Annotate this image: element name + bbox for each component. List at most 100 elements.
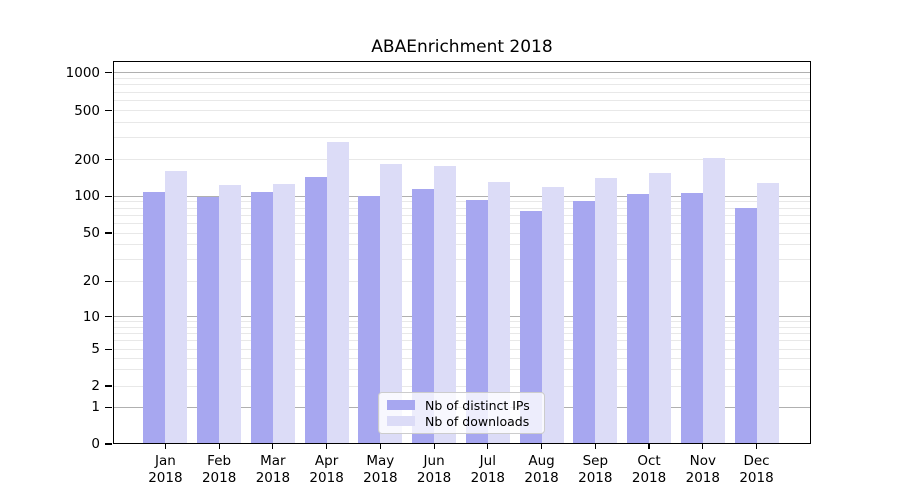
- x-tick-year: 2018: [255, 470, 291, 486]
- minor-gridline: [113, 201, 811, 203]
- x-tick-month: Jun: [423, 453, 445, 469]
- minor-gridline: [113, 385, 811, 387]
- bar-downloads: [165, 170, 188, 444]
- bar-distinct-ips: [412, 189, 435, 444]
- x-tick-month: Mar: [260, 453, 286, 469]
- minor-gridline: [113, 77, 811, 79]
- minor-gridline: [113, 84, 811, 86]
- y-tick-label: 20: [82, 273, 100, 290]
- y-tick-label: 200: [74, 151, 100, 168]
- minor-gridline: [113, 207, 811, 209]
- x-tick-mark: [594, 444, 596, 449]
- y-tick-label: 1: [91, 399, 100, 416]
- minor-gridline: [113, 159, 811, 160]
- y-tick-mark: [105, 195, 112, 197]
- legend-label: Nb of distinct IPs: [425, 397, 530, 413]
- minor-gridline: [113, 137, 811, 139]
- minor-gridline: [113, 121, 811, 123]
- y-tick-label: 10: [82, 308, 100, 325]
- minor-gridline: [113, 280, 811, 282]
- minor-gridline: [113, 340, 811, 342]
- x-tick-year: 2018: [470, 470, 505, 486]
- bar-downloads: [649, 173, 672, 444]
- x-tick-month: Oct: [637, 453, 661, 469]
- x-tick-year: 2018: [524, 470, 559, 486]
- x-tick-mark: [326, 444, 328, 449]
- minor-gridline: [113, 320, 811, 322]
- legend-entry: Nb of distinct IPs: [387, 398, 536, 413]
- y-tick-label: 50: [82, 225, 100, 241]
- x-tick-month: Sep: [582, 453, 609, 469]
- y-tick-mark: [105, 385, 112, 387]
- x-tick-mark: [540, 444, 543, 449]
- x-tick-mark: [433, 444, 435, 449]
- y-tick-mark: [105, 315, 112, 318]
- bar-downloads: [541, 186, 564, 444]
- x-tick-year: 2018: [201, 470, 237, 486]
- x-tick-year: 2018: [148, 470, 183, 486]
- x-tick-mark: [702, 444, 704, 449]
- y-tick-label: 0: [91, 436, 100, 452]
- y-tick-mark: [105, 406, 112, 408]
- legend-label: Nb of downloads: [425, 413, 530, 429]
- x-tick-label: Mar 2018: [243, 453, 303, 487]
- minor-gridline: [113, 244, 811, 246]
- y-tick-mark: [105, 348, 112, 350]
- chart-title: ABAEnrichment 2018: [371, 37, 553, 57]
- bar-distinct-ips: [143, 191, 166, 444]
- x-tick-year: 2018: [309, 470, 344, 486]
- bar-downloads: [326, 142, 349, 444]
- x-tick-month: Aug: [528, 453, 555, 469]
- legend-entry: Nb of downloads: [387, 414, 536, 429]
- major-gridline: [113, 195, 811, 197]
- x-tick-year: 2018: [685, 470, 720, 486]
- x-tick-month: Jan: [154, 453, 176, 469]
- bar-distinct-ips: [250, 192, 273, 444]
- bar-distinct-ips: [465, 200, 488, 444]
- bar-downloads: [595, 178, 618, 444]
- x-tick-month: Dec: [743, 453, 770, 469]
- bar-downloads: [219, 184, 242, 444]
- bar-downloads: [487, 181, 510, 444]
- x-tick-month: Apr: [314, 453, 339, 469]
- x-tick-year: 2018: [739, 470, 774, 486]
- plot-area: 0 1 2 5 10 20 50 100 200 500 1000 Jan 2018 Feb 2018 Mar…: [66, 61, 811, 486]
- minor-gridline: [113, 100, 811, 102]
- x-tick-label: Dec 2018: [727, 453, 787, 487]
- x-tick-label: Apr 2018: [297, 453, 357, 487]
- bar-distinct-ips: [358, 195, 381, 444]
- y-tick-mark: [105, 109, 112, 112]
- minor-gridline: [113, 214, 811, 216]
- major-gridline: [113, 72, 811, 74]
- x-tick-label: Aug 2018: [512, 453, 572, 487]
- legend: Nb of distinct IPs Nb of downloads: [378, 392, 545, 434]
- bar-downloads: [434, 165, 457, 444]
- legend-swatch-distinct-ips: [387, 399, 415, 411]
- x-tick-mark: [272, 444, 274, 449]
- x-tick-month: Feb: [207, 453, 232, 469]
- y-tick-mark: [105, 443, 112, 445]
- minor-gridline: [113, 259, 811, 261]
- bar-distinct-ips: [197, 196, 220, 444]
- y-tick-mark: [105, 72, 112, 74]
- bar-distinct-ips: [519, 210, 542, 444]
- x-tick-label: Oct 2018: [619, 453, 679, 487]
- bar-downloads: [272, 184, 295, 444]
- x-tick-month: Nov: [689, 453, 716, 469]
- x-tick-year: 2018: [416, 470, 452, 486]
- bar-distinct-ips: [627, 194, 650, 444]
- minor-gridline: [113, 348, 811, 350]
- y-tick-mark: [105, 232, 112, 234]
- minor-gridline: [113, 332, 811, 334]
- x-tick-mark: [648, 444, 650, 449]
- x-tick-year: 2018: [631, 470, 667, 486]
- x-tick-label: May 2018: [350, 453, 410, 487]
- minor-gridline: [113, 222, 811, 224]
- x-tick-label: Sep 2018: [565, 453, 625, 487]
- bar-distinct-ips: [304, 176, 327, 444]
- bar-distinct-ips: [734, 208, 757, 444]
- major-gridline: [113, 315, 811, 318]
- bar-downloads: [380, 164, 403, 444]
- minor-gridline: [113, 91, 811, 93]
